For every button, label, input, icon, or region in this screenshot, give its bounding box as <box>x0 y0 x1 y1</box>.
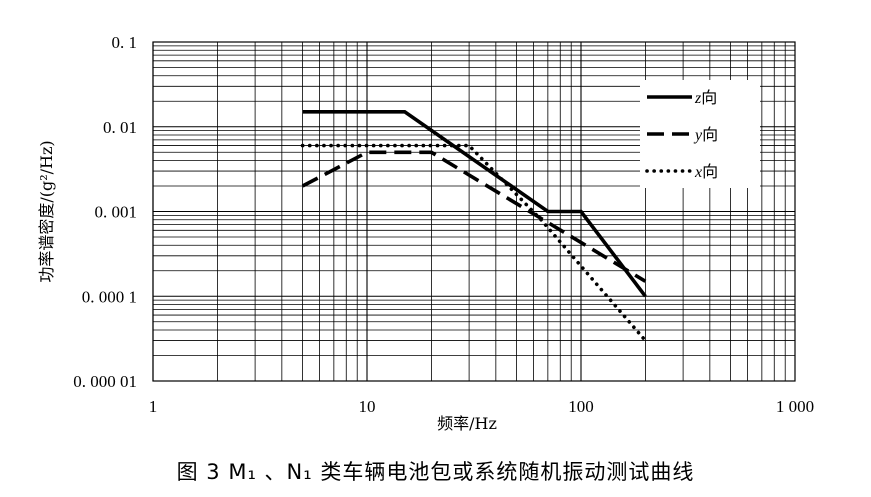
legend-label-x: x向 <box>694 162 718 181</box>
legend-label-y: y向 <box>693 125 718 144</box>
x-tick-label: 10 <box>359 397 376 416</box>
figure-caption: 图 3 M₁ 、N₁ 类车辆电池包或系统随机振动测试曲线 <box>176 460 695 484</box>
series-line-x <box>300 143 648 343</box>
legend-label-z: z向 <box>694 88 717 107</box>
y-tick-labels: 0. 1 0. 01 0. 001 0. 000 1 0. 000 01 <box>73 33 137 391</box>
x-tick-label: 1 000 <box>776 397 814 416</box>
y-tick-label: 0. 001 <box>95 203 138 222</box>
y-tick-label: 0. 000 1 <box>82 287 137 306</box>
x-tick-label: 100 <box>568 397 594 416</box>
series-layer <box>300 110 648 343</box>
x-tick-label: 1 <box>149 397 158 416</box>
legend: z向 y向 x向 <box>640 80 760 188</box>
x-axis-label: 频率/Hz <box>437 414 497 433</box>
series-line-y <box>301 150 647 283</box>
series-line-z <box>302 110 647 298</box>
plot-frame <box>152 41 796 382</box>
y-tick-label: 0. 01 <box>103 118 137 137</box>
y-tick-label: 0. 000 01 <box>73 372 137 391</box>
y-axis-label: 功率谱密度/(g²/Hz) <box>37 140 56 282</box>
y-tick-label: 0. 1 <box>112 33 138 52</box>
x-tick-labels: 1 10 100 1 000 <box>149 397 814 416</box>
